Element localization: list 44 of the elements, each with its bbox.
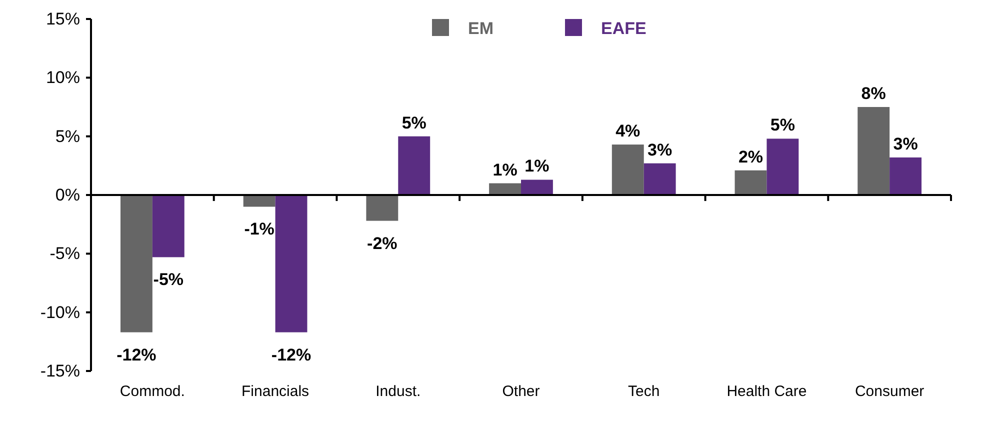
bar xyxy=(120,195,152,332)
bar xyxy=(858,107,890,195)
data-label: 3% xyxy=(648,140,672,160)
data-label: 4% xyxy=(616,122,640,141)
y-tick-label: 10% xyxy=(46,68,80,88)
bar xyxy=(521,180,553,195)
x-tick-label: Indust. xyxy=(376,383,421,400)
data-label: 3% xyxy=(893,134,918,154)
y-tick-label: -15% xyxy=(40,361,80,380)
x-tick-label: Tech xyxy=(628,383,660,400)
y-tick-label: 15% xyxy=(46,9,80,28)
bar xyxy=(612,144,644,195)
x-tick-label: Other xyxy=(502,383,540,400)
data-label: 5% xyxy=(770,116,795,135)
y-tick-label: -5% xyxy=(50,244,80,264)
bar xyxy=(366,195,398,221)
data-label: -12% xyxy=(116,345,156,364)
x-tick-label: Commod. xyxy=(120,383,185,400)
data-label: -5% xyxy=(153,270,184,290)
bar xyxy=(152,195,184,258)
x-tick-label: Consumer xyxy=(854,383,924,400)
bar xyxy=(243,195,276,207)
data-label: -2% xyxy=(367,234,398,253)
data-label: 1% xyxy=(524,156,550,176)
bar xyxy=(734,170,767,195)
bar xyxy=(275,195,308,332)
y-tick-label: 5% xyxy=(55,126,80,146)
data-label: -12% xyxy=(271,345,312,364)
x-tick-label: Health Care xyxy=(726,383,807,400)
data-label: -1% xyxy=(244,220,274,239)
y-tick-label: -10% xyxy=(40,302,80,322)
data-label: 8% xyxy=(861,84,886,103)
y-tick-label: 0% xyxy=(55,185,80,204)
bar xyxy=(489,183,521,195)
legend-label: EAFE xyxy=(601,19,646,38)
data-label: 2% xyxy=(738,147,764,166)
data-label: 5% xyxy=(402,113,426,132)
x-tick-label: Financials xyxy=(242,383,310,400)
bar xyxy=(644,163,676,195)
bar xyxy=(890,157,922,195)
legend-label: EM xyxy=(468,19,494,38)
data-label: 1% xyxy=(492,160,518,180)
bar xyxy=(766,138,799,195)
bar xyxy=(398,136,430,195)
